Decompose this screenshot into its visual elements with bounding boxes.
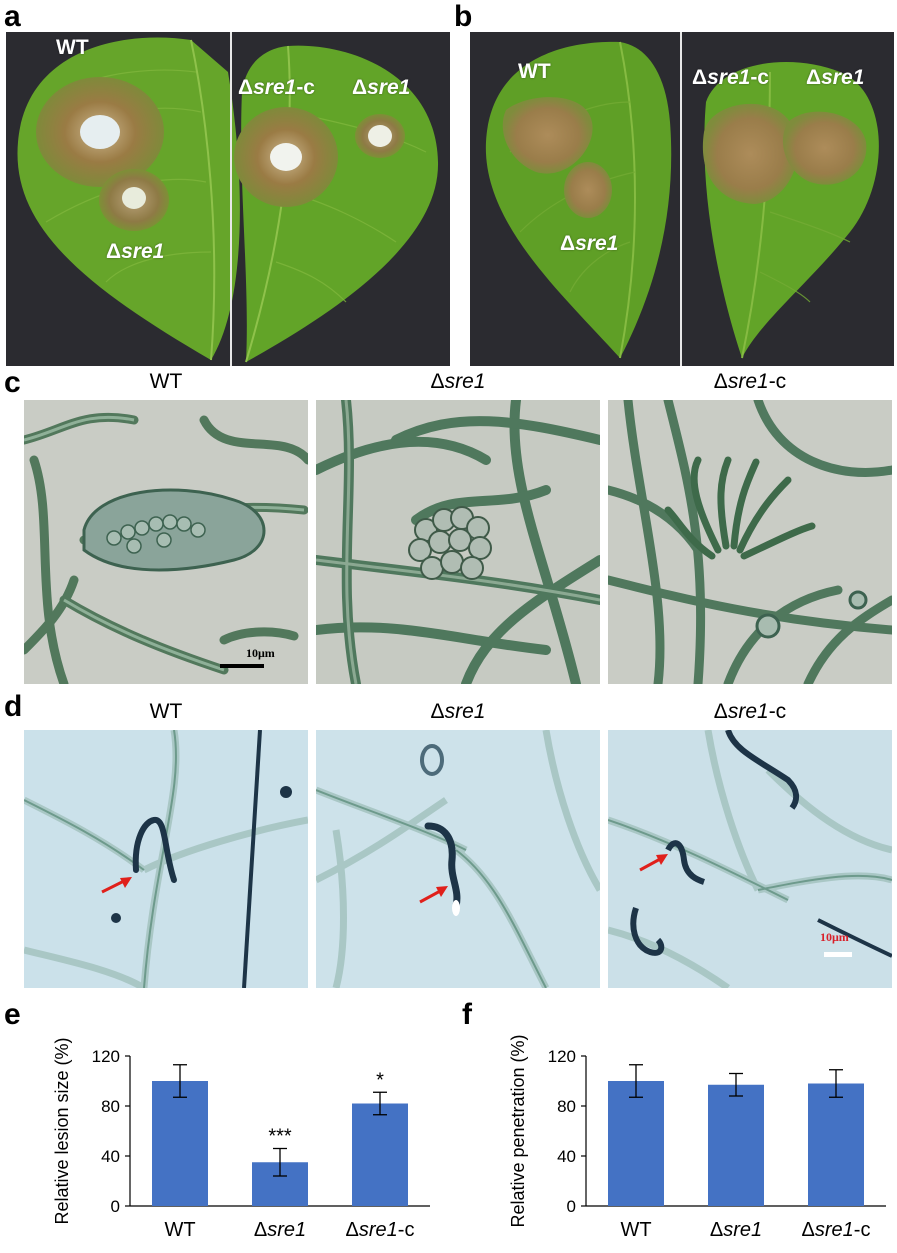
- scale-bar-label: 10μm: [820, 930, 849, 944]
- label-mutant: Δsre1: [560, 232, 619, 255]
- column-label-mutant: Δsre1: [430, 700, 486, 723]
- bar: [608, 1081, 664, 1206]
- y-tick-label: 80: [101, 1097, 120, 1116]
- scale-bar: [220, 664, 264, 668]
- x-tick-label: Δsre1: [710, 1219, 762, 1241]
- chart-relative-lesion-size: 0 40 80 120 Relative lesion size (%) WT *** Δsr…: [40, 1000, 440, 1248]
- panel-b-leaf-photo: WT Δsre1 Δsre1-c Δsre1: [470, 32, 894, 366]
- x-tick-label: WT: [620, 1219, 651, 1241]
- y-axis-label: Relative penetration (%): [508, 1034, 528, 1227]
- label-mutant-right: Δsre1: [806, 66, 865, 89]
- scale-bar: [824, 952, 852, 957]
- panel-c-micrograph-complemented: [608, 400, 892, 684]
- y-tick-label: 120: [548, 1047, 576, 1066]
- y-tick-label: 0: [567, 1197, 576, 1216]
- significance-label: *: [376, 1069, 384, 1091]
- y-tick-label: 40: [101, 1147, 120, 1166]
- label-complemented: Δsre1-c: [238, 76, 315, 99]
- chart-relative-penetration: 0 40 80 120 Relative penetration (%) WT Δsre1 Δ…: [496, 1000, 896, 1248]
- panel-d-micrograph-mutant: [316, 730, 600, 988]
- panel-letter-f: f: [462, 998, 472, 1031]
- column-label-mutant: Δsre1: [430, 370, 486, 393]
- panel-c-micrograph-mutant: [316, 400, 600, 684]
- x-tick-label: WT: [164, 1219, 195, 1241]
- y-tick-label: 0: [111, 1197, 120, 1216]
- panel-d-micrograph-wt: [24, 730, 308, 988]
- column-label-wt: WT: [149, 370, 183, 393]
- panel-letter-d: d: [4, 690, 23, 723]
- panel-letter-c: c: [4, 366, 21, 399]
- label-wt: WT: [518, 60, 551, 83]
- bar: [808, 1083, 864, 1206]
- x-tick-label: Δsre1-c: [346, 1219, 415, 1241]
- label-mutant-right: Δsre1: [352, 76, 411, 99]
- y-tick-label: 80: [557, 1097, 576, 1116]
- label-complemented: Δsre1-c: [692, 66, 769, 89]
- panel-letter-b: b: [454, 0, 473, 33]
- label-mutant: Δsre1: [106, 240, 165, 263]
- column-label-complemented: Δsre1-c: [713, 700, 787, 723]
- panel-d-micrograph-complemented: 10μm: [608, 730, 892, 988]
- panel-letter-a: a: [4, 0, 21, 33]
- bar: [152, 1081, 208, 1206]
- y-tick-label: 120: [92, 1047, 120, 1066]
- panel-letter-e: e: [4, 998, 21, 1031]
- y-axis-label: Relative lesion size (%): [52, 1037, 72, 1224]
- x-tick-label: Δsre1-c: [802, 1219, 871, 1241]
- y-tick-label: 40: [557, 1147, 576, 1166]
- bar: [352, 1103, 408, 1206]
- panel-c-micrograph-wt: 10μm: [24, 400, 308, 684]
- significance-label: ***: [268, 1126, 292, 1148]
- x-tick-label: Δsre1: [254, 1219, 306, 1241]
- label-wt: WT: [56, 36, 89, 59]
- scale-bar-label: 10μm: [246, 646, 275, 660]
- column-label-complemented: Δsre1-c: [713, 370, 787, 393]
- column-label-wt: WT: [149, 700, 183, 723]
- bar: [708, 1084, 764, 1206]
- panel-a-leaf-photo: WT Δsre1 Δsre1-c Δsre1: [6, 32, 450, 366]
